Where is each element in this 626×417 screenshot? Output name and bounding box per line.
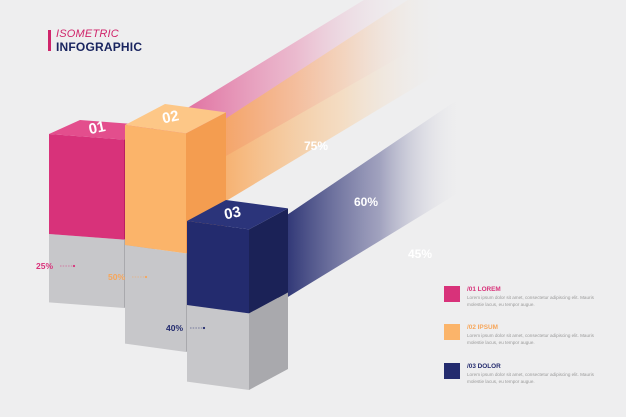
value-leader-dot (72, 264, 76, 268)
bar-side-face (249, 208, 288, 314)
value-label: 50% (108, 272, 125, 282)
ray-value-label: 45% (408, 247, 432, 261)
bar-front-face (125, 125, 186, 254)
category-label: 02 (161, 107, 181, 127)
bar-grey-front (187, 305, 249, 390)
legend-text: Lorem ipsum dolor sit amet, consectetur … (467, 295, 594, 308)
legend-swatch (444, 324, 460, 340)
ray-band (278, 96, 463, 303)
legend-text: Lorem ipsum dolor sit amet, consectetur … (467, 372, 594, 385)
legend-swatch (444, 363, 460, 379)
bar-top-face (125, 104, 226, 134)
legend-item: /03 DOLOR Lorem ipsum dolor sit amet, co… (444, 363, 594, 389)
bar-front-face (187, 221, 249, 314)
value-leader-dot (202, 326, 206, 330)
bar-front-face (49, 134, 124, 240)
title-accent-bar (48, 30, 51, 51)
title-bottom: INFOGRAPHIC (56, 40, 143, 54)
category-label: 01 (87, 118, 107, 138)
title-top: ISOMETRIC (56, 28, 119, 40)
legend-title: /03 DOLOR (467, 363, 501, 370)
value-label: 25% (36, 261, 53, 271)
legend-text: Lorem ipsum dolor sit amet, consectetur … (467, 333, 594, 346)
value-leader-dot (144, 275, 148, 279)
bar-top-face (187, 200, 288, 230)
bar-grey-side (249, 292, 288, 390)
legend-swatch (444, 286, 460, 302)
legend-title: /01 LOREM (467, 286, 501, 293)
category-label: 03 (223, 203, 243, 223)
ray-value-label: 60% (354, 195, 378, 209)
iso-bar (187, 200, 288, 390)
legend-item: /01 LOREM Lorem ipsum dolor sit amet, co… (444, 286, 594, 312)
ray-band (216, 0, 448, 207)
legend-title: /02 IPSUM (467, 324, 498, 331)
ray-value-label: 75% (304, 139, 328, 153)
value-label: 40% (166, 323, 183, 333)
bar-grey-front (125, 245, 186, 352)
bar-grey-front (49, 234, 124, 308)
legend-item: /02 IPSUM Lorem ipsum dolor sit amet, co… (444, 324, 594, 350)
